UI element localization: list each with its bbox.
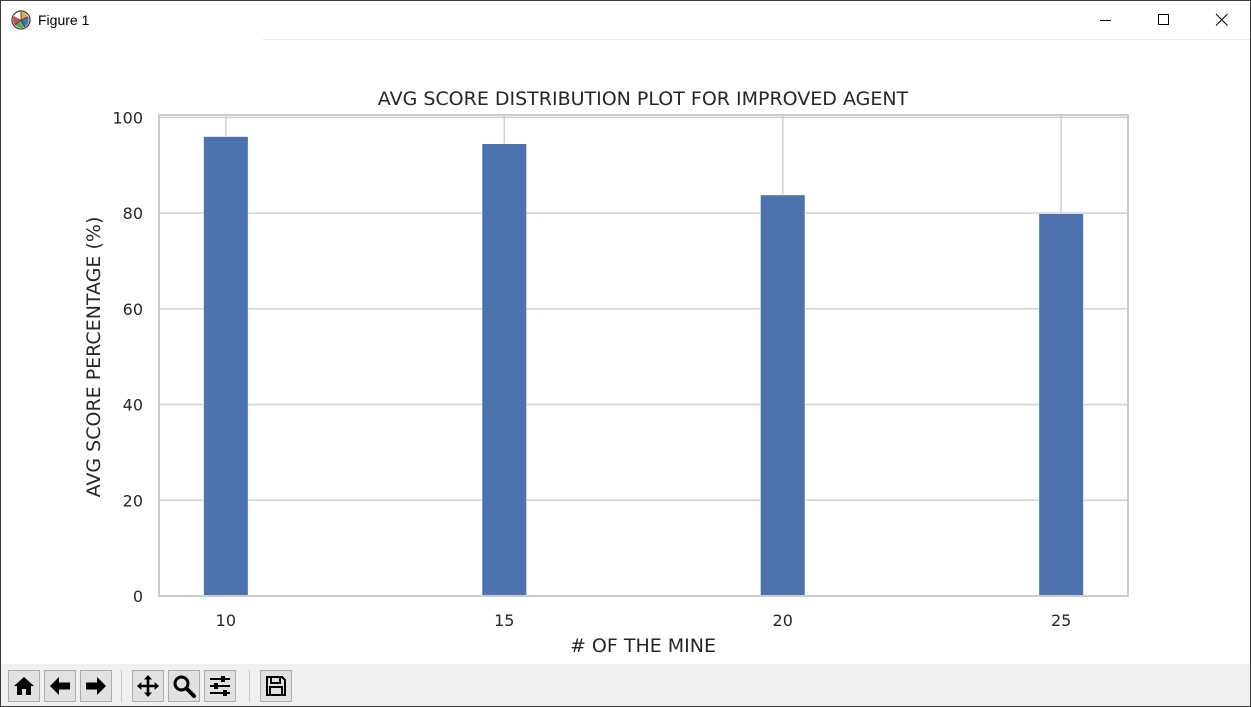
window-title: Figure 1 <box>38 12 90 28</box>
grid-layer <box>159 115 1128 597</box>
bar-10 <box>203 136 249 597</box>
y-tick-label: 80 <box>123 204 143 223</box>
back-button[interactable] <box>44 670 76 702</box>
navigation-toolbar <box>1 664 1250 706</box>
x-tick-label: 25 <box>1051 611 1071 630</box>
tick-layer: 0 20 40 60 80 100 10 15 20 25 <box>112 108 1071 630</box>
configure-subplots-button[interactable] <box>204 670 236 702</box>
pan-icon <box>137 675 159 697</box>
title-bar-divider <box>263 39 1250 40</box>
save-button[interactable] <box>260 670 292 702</box>
bar-20 <box>760 194 806 597</box>
title-bar[interactable]: Figure 1 <box>1 1 1250 39</box>
close-button[interactable] <box>1193 1 1250 39</box>
x-tick-label: 15 <box>494 611 514 630</box>
y-tick-label: 100 <box>112 108 143 127</box>
bar-layer <box>203 136 1084 597</box>
bar-15 <box>481 143 527 597</box>
x-axis-label: # OF THE MINE <box>570 635 716 657</box>
save-icon <box>266 676 286 696</box>
zoom-button[interactable] <box>168 670 200 702</box>
toolbar-separator <box>121 670 122 702</box>
minimize-icon <box>1100 20 1111 21</box>
forward-button[interactable] <box>80 670 112 702</box>
forward-arrow-icon <box>86 677 106 695</box>
maximize-button[interactable] <box>1135 1 1193 39</box>
figure-canvas[interactable]: 0 20 40 60 80 100 10 15 20 25 AVG SCORE DISTRIBUT… <box>1 40 1250 664</box>
home-button[interactable] <box>8 670 40 702</box>
maximize-icon <box>1158 14 1169 25</box>
zoom-icon <box>173 675 196 698</box>
x-tick-label: 20 <box>773 611 793 630</box>
toolbar-separator <box>249 670 250 702</box>
minimize-button[interactable] <box>1077 1 1135 39</box>
axes-frame <box>158 114 1129 597</box>
home-icon <box>14 677 34 695</box>
pan-button[interactable] <box>132 670 164 702</box>
back-arrow-icon <box>50 677 70 695</box>
x-tick-label: 10 <box>216 611 236 630</box>
bar-25 <box>1038 213 1084 597</box>
y-axis-label: AVG SCORE PERCENTAGE (%) <box>83 217 105 498</box>
y-tick-label: 60 <box>123 300 143 319</box>
close-icon <box>1215 13 1228 26</box>
y-tick-label: 20 <box>123 491 143 510</box>
bar-chart: 0 20 40 60 80 100 10 15 20 25 AVG SCORE DISTRIBUT… <box>83 88 1129 657</box>
configure-subplots-icon <box>210 676 230 696</box>
matplotlib-icon <box>11 10 31 30</box>
y-tick-label: 0 <box>133 587 143 606</box>
y-tick-label: 40 <box>123 396 143 415</box>
chart-title: AVG SCORE DISTRIBUTION PLOT FOR IMPROVED… <box>378 88 909 110</box>
